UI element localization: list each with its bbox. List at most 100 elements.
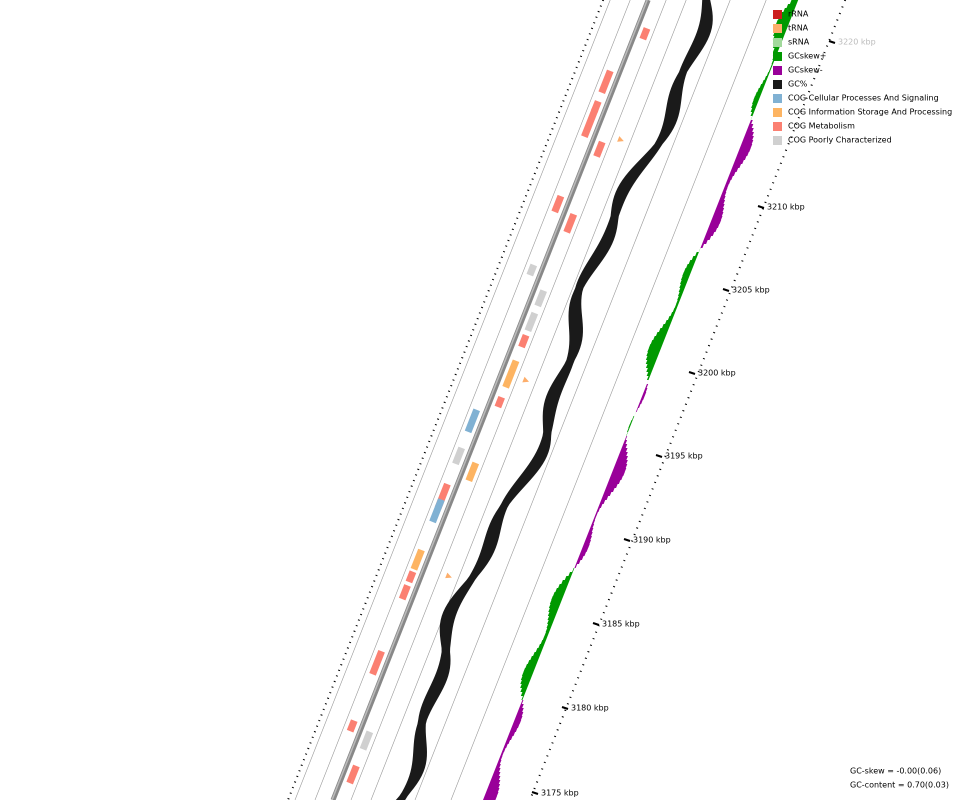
gc-skew bbox=[755, 92, 762, 96]
gc-skew bbox=[665, 320, 673, 324]
gc-skew bbox=[620, 448, 628, 452]
gc-skew bbox=[772, 48, 780, 52]
gc-skew bbox=[585, 536, 592, 540]
gc-skew bbox=[639, 400, 643, 404]
gc-skew bbox=[705, 232, 715, 236]
inner-ticks bbox=[529, 0, 847, 800]
legend-label: tRNA bbox=[788, 24, 809, 33]
scale-label: 3185 kbp bbox=[602, 620, 640, 629]
gc-skew bbox=[564, 576, 572, 580]
gc-skew bbox=[624, 436, 628, 440]
scale-label: 3220 kbp bbox=[838, 38, 876, 47]
gc-skew bbox=[768, 68, 772, 72]
gc-skew bbox=[520, 692, 526, 696]
gc-skew bbox=[746, 128, 754, 132]
gc-skew bbox=[645, 360, 657, 364]
gc-skew bbox=[680, 280, 688, 284]
gc-skew bbox=[642, 392, 647, 396]
gc-skew bbox=[590, 524, 595, 528]
gc-skew bbox=[683, 268, 693, 272]
gc-skew bbox=[717, 200, 726, 204]
ring-line bbox=[414, 0, 731, 800]
gc-skew bbox=[521, 696, 524, 700]
gc-skew bbox=[647, 348, 662, 352]
gc-skew bbox=[706, 228, 718, 232]
gc-skew bbox=[577, 556, 584, 560]
scale-tick bbox=[722, 288, 730, 292]
gc-skew bbox=[738, 148, 751, 152]
gene bbox=[464, 408, 480, 434]
gc-skew bbox=[553, 592, 565, 596]
gc-skew bbox=[711, 216, 723, 220]
gc-skew bbox=[635, 408, 639, 412]
gc-skew bbox=[610, 472, 625, 476]
gc-skew bbox=[551, 596, 564, 600]
gc-skew bbox=[634, 412, 636, 416]
gc-skew bbox=[516, 712, 524, 716]
scale-tick bbox=[561, 706, 569, 710]
gc-skew bbox=[519, 704, 524, 708]
gc-skew bbox=[594, 512, 598, 516]
legend-swatch bbox=[773, 108, 782, 117]
scale-tick bbox=[655, 454, 663, 458]
gc-skew bbox=[750, 116, 753, 120]
gc-skew bbox=[505, 740, 511, 744]
gc-skew bbox=[492, 772, 501, 776]
gc-skew bbox=[650, 340, 665, 344]
gc-skew bbox=[698, 248, 701, 252]
gene bbox=[410, 548, 425, 571]
gc-skew bbox=[783, 8, 796, 12]
gc-skew bbox=[676, 300, 680, 304]
gc-skew bbox=[615, 460, 628, 464]
gc-skew bbox=[527, 660, 539, 664]
gc-skew bbox=[593, 516, 597, 520]
gc-skew bbox=[546, 624, 553, 628]
gene bbox=[346, 719, 358, 733]
scale-label: 3180 kbp bbox=[571, 704, 609, 713]
gc-skew bbox=[623, 440, 628, 444]
gene bbox=[639, 27, 651, 41]
scale-label: 3190 kbp bbox=[633, 536, 671, 545]
gene bbox=[524, 311, 539, 333]
gc-skew bbox=[662, 324, 671, 328]
gc-skew bbox=[643, 388, 648, 392]
gc-skew bbox=[714, 208, 725, 212]
legend-label: rRNA bbox=[788, 10, 809, 19]
gene bbox=[429, 498, 445, 524]
gc-skew bbox=[648, 344, 663, 348]
gc-skew bbox=[719, 196, 726, 200]
gc-skew bbox=[523, 668, 536, 672]
gc-skew bbox=[646, 372, 652, 376]
legend-swatch bbox=[773, 38, 782, 47]
gc-skew bbox=[759, 84, 766, 88]
gc-skew bbox=[572, 568, 575, 572]
gc-skew bbox=[646, 352, 660, 356]
gc-skew bbox=[645, 364, 655, 368]
gc-skew bbox=[670, 312, 676, 316]
gc-skew bbox=[688, 260, 696, 264]
gc-skew bbox=[520, 684, 529, 688]
scale-tick bbox=[623, 538, 631, 542]
gc-skew bbox=[579, 552, 587, 556]
gc-skew bbox=[753, 96, 761, 100]
legend-label: COG Information Storage And Processing bbox=[788, 108, 952, 117]
legend-swatch bbox=[773, 122, 782, 131]
gc-skew bbox=[591, 520, 596, 524]
gc-skew bbox=[618, 452, 628, 456]
gc-skew bbox=[547, 620, 554, 624]
gc-skew bbox=[645, 384, 649, 388]
gc-skew bbox=[725, 180, 731, 184]
gc-skew bbox=[545, 628, 551, 632]
gc-skew bbox=[588, 528, 594, 532]
scale-label: 3200 kbp bbox=[698, 369, 736, 378]
gc-skew bbox=[506, 736, 513, 740]
gc-skew bbox=[680, 276, 690, 280]
gc-skew bbox=[631, 416, 635, 420]
gc-skew bbox=[486, 788, 500, 792]
gc-skew bbox=[637, 404, 641, 408]
gc-skew bbox=[735, 156, 747, 160]
gc-skew bbox=[695, 252, 699, 256]
gc-skew bbox=[587, 532, 593, 536]
gene bbox=[551, 194, 565, 214]
